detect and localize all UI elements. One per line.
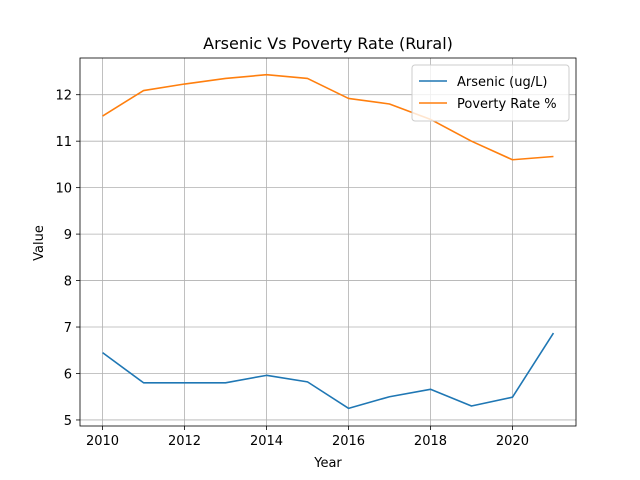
x-tick-label: 2018: [414, 434, 447, 449]
y-axis-label: Value: [32, 225, 47, 261]
legend: Arsenic (ug/L) Poverty Rate %: [411, 64, 570, 122]
grid: [80, 58, 576, 426]
series-lines: [101, 73, 555, 410]
y-tick-label: 6: [64, 367, 72, 382]
data-point: [511, 396, 514, 399]
legend-label: Poverty Rate %: [457, 97, 557, 112]
data-point: [306, 77, 309, 80]
y-tick-label: 10: [55, 182, 72, 197]
x-tick-label: 2020: [496, 434, 529, 449]
x-tick-label: 2016: [332, 434, 365, 449]
series-line-2: [102, 73, 554, 161]
data-point: [142, 89, 145, 92]
data-point: [347, 407, 350, 410]
ticks: 2010 2012 2014 2016 2018 2020 5 6 7 8 9 10 11 12: [55, 89, 529, 449]
data-point: [265, 73, 268, 76]
data-point: [224, 77, 227, 80]
y-tick-label: 5: [64, 414, 72, 429]
data-point: [552, 155, 555, 158]
x-axis-label: Year: [313, 456, 342, 471]
x-tick-label: 2012: [168, 434, 201, 449]
data-point: [224, 381, 227, 384]
y-tick-label: 8: [64, 275, 72, 290]
data-point: [388, 395, 391, 398]
data-point: [470, 404, 473, 407]
y-tick-label: 12: [55, 89, 72, 104]
legend-box: [411, 64, 570, 122]
x-tick-label: 2014: [250, 434, 283, 449]
data-point: [388, 102, 391, 105]
data-point: [552, 331, 555, 334]
data-point: [429, 388, 432, 391]
data-point: [511, 158, 514, 161]
data-point: [470, 140, 473, 143]
data-point: [183, 381, 186, 384]
data-point: [101, 351, 104, 354]
data-point: [183, 82, 186, 85]
data-point: [347, 97, 350, 100]
y-tick-label: 9: [64, 228, 72, 243]
x-tick-label: 2010: [86, 434, 119, 449]
data-point: [265, 374, 268, 377]
y-tick-label: 7: [64, 321, 72, 336]
series-line-1: [102, 332, 555, 410]
chart-title: Arsenic Vs Poverty Rate (Rural): [203, 34, 453, 53]
plot-frame: [79, 57, 577, 427]
data-point: [142, 381, 145, 384]
y-tick-label: 11: [55, 135, 72, 150]
data-point: [101, 114, 104, 117]
data-point: [306, 380, 309, 383]
legend-label: Arsenic (ug/L): [457, 75, 547, 90]
